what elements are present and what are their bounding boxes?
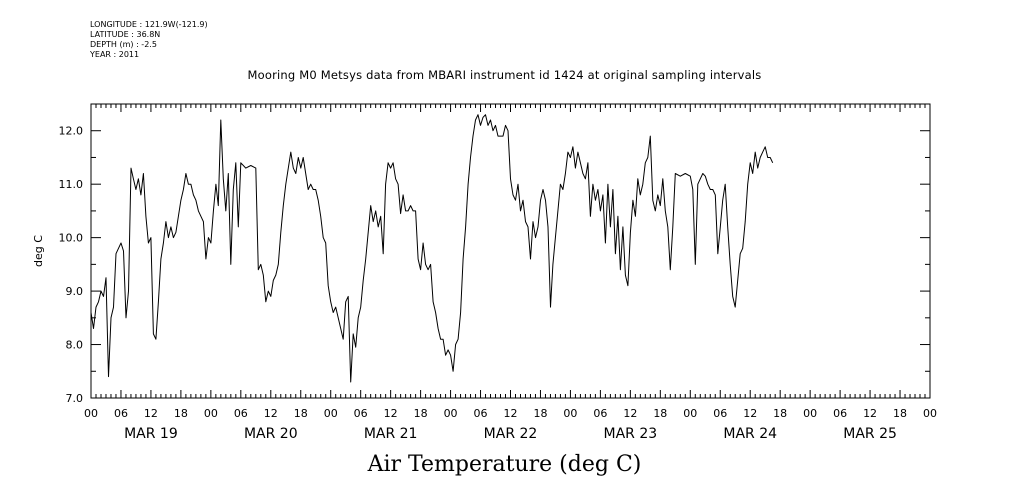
x-hour-tick-label: 12 [623,407,637,420]
depth-label: DEPTH (m) : -2.5 [90,40,157,49]
x-hour-tick-label: 06 [474,407,488,420]
x-hour-tick-label: 00 [204,407,218,420]
x-hour-tick-label: 18 [294,407,308,420]
chart-title: Mooring M0 Metsys data from MBARI instru… [247,68,762,82]
x-hour-tick-label: 18 [893,407,907,420]
air-temperature-series-line [90,114,774,383]
x-hour-tick-label: 12 [504,407,518,420]
x-hour-tick-label: 00 [563,407,577,420]
y-tick-label: 7.0 [66,392,84,405]
x-day-label: MAR 25 [843,426,897,442]
y-tick-label: 8.0 [66,339,84,352]
x-hour-tick-label: 06 [713,407,727,420]
x-hour-tick-label: 06 [114,407,128,420]
x-hour-tick-label: 00 [84,407,98,420]
x-hour-tick-label: 06 [354,407,368,420]
x-hour-tick-label: 06 [593,407,607,420]
x-hour-tick-label: 18 [653,407,667,420]
x-hour-tick-label: 00 [324,407,338,420]
plot-frame [90,103,931,399]
y-tick-label: 12.0 [59,125,84,138]
x-day-label: MAR 23 [604,426,658,442]
x-hour-tick-label: 00 [444,407,458,420]
x-hour-tick-label: 18 [533,407,547,420]
x-day-label: MAR 19 [124,426,178,442]
y-axis-label: deg C [32,235,45,267]
x-day-label: MAR 21 [364,426,418,442]
year-label: YEAR : 2011 [90,50,140,59]
x-hour-tick-label: 12 [144,407,158,420]
x-hour-tick-label: 00 [683,407,697,420]
latitude-label: LATITUDE : 36.8N [90,30,161,39]
x-hour-tick-label: 18 [414,407,428,420]
x-hour-tick-label: 06 [833,407,847,420]
x-hour-tick-label: 00 [803,407,817,420]
x-hour-tick-label: 18 [174,407,188,420]
x-day-label: MAR 20 [244,426,298,442]
header-metadata: LONGITUDE : 121.9W(-121.9) LATITUDE : 36… [90,20,208,60]
x-hour-tick-label: 12 [384,407,398,420]
longitude-label: LONGITUDE : 121.9W(-121.9) [90,20,208,29]
x-axis-label: Air Temperature (deg C) [367,452,642,477]
x-hour-tick-label: 06 [234,407,248,420]
x-hour-tick-label: 12 [264,407,278,420]
y-tick-label: 10.0 [59,232,84,245]
x-hour-tick-label: 00 [923,407,937,420]
y-tick-label: 9.0 [66,285,84,298]
x-day-label: MAR 22 [484,426,538,442]
y-tick-label: 11.0 [59,178,84,191]
x-hour-tick-label: 12 [743,407,757,420]
x-day-label: MAR 24 [723,426,777,442]
x-hour-tick-label: 12 [863,407,877,420]
x-hour-tick-label: 18 [773,407,787,420]
